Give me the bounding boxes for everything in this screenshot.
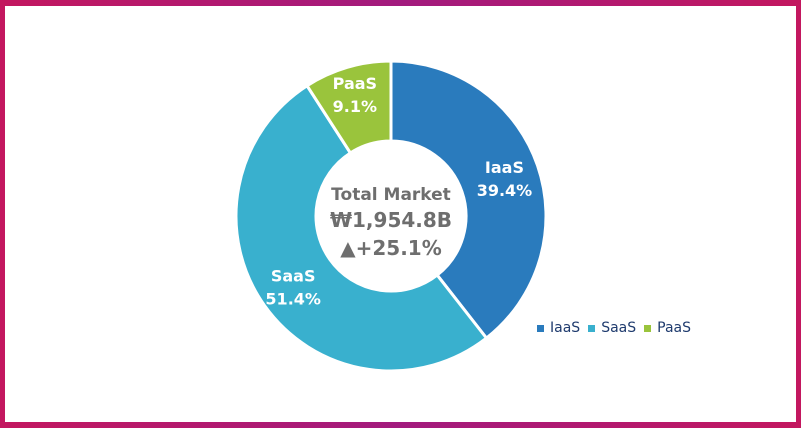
slice-iaas: [389, 59, 548, 341]
legend-item-paas: PaaS: [644, 320, 691, 336]
legend-item-saas: SaaS: [588, 320, 636, 336]
chart-frame: IaaS 39.4% SaaS 51.4% PaaS 9.1% Total Market …: [5, 6, 796, 422]
legend-item-iaas: IaaS: [537, 320, 580, 336]
legend-swatch-paas: [644, 324, 652, 332]
slice-label-iaas-value: 39.4%: [477, 181, 533, 200]
slice-label-saas-name: SaaS: [271, 267, 316, 286]
slice-label-paas-name: PaaS: [333, 74, 377, 93]
legend: IaaS SaaS PaaS: [537, 320, 691, 336]
legend-label-paas: PaaS: [657, 320, 691, 336]
slice-saas: [234, 83, 489, 373]
center-growth-change: ▲+25.1%: [340, 236, 442, 260]
center-total-value: ₩1,954.8B: [330, 208, 452, 232]
center-title: Total Market: [331, 185, 451, 205]
slice-label-saas-value: 51.4%: [265, 290, 321, 309]
legend-label-saas: SaaS: [601, 320, 637, 336]
legend-swatch-iaas: [537, 324, 544, 332]
slice-paas: [304, 59, 393, 156]
slice-label-iaas-name: IaaS: [485, 158, 524, 177]
slice-label-paas-value: 9.1%: [333, 97, 377, 116]
legend-swatch-saas: [588, 324, 596, 332]
legend-label-iaas: IaaS: [550, 320, 581, 336]
